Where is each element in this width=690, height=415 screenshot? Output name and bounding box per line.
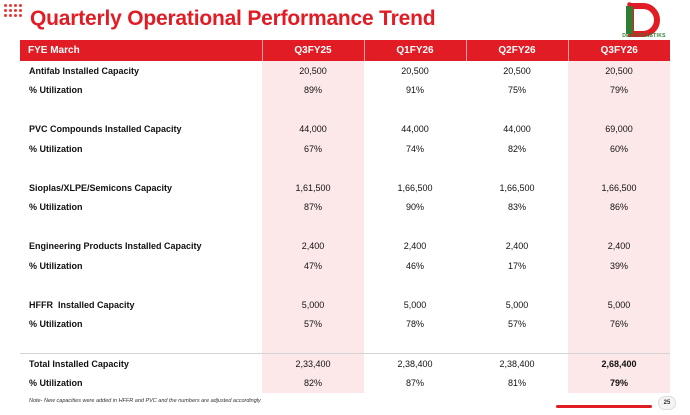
table-header-row: FYE March Q3FY25 Q1FY26 Q2FY26 Q3FY26 bbox=[20, 40, 670, 61]
cell: 74% bbox=[405, 143, 424, 154]
row-label: % Utilization bbox=[29, 319, 83, 330]
cell: 91% bbox=[405, 85, 424, 96]
cell: 60% bbox=[568, 139, 670, 159]
table-row: PVC Compounds Installed Capacity 44,000 … bbox=[20, 119, 670, 139]
cell: 44,000 bbox=[503, 124, 531, 135]
cell: 46% bbox=[405, 260, 424, 271]
spacer-row bbox=[20, 217, 670, 237]
spacer-row bbox=[20, 334, 670, 354]
row-label: Engineering Products Installed Capacity bbox=[29, 241, 202, 252]
cell: 2,400 bbox=[403, 241, 427, 252]
cell: 2,400 bbox=[568, 236, 670, 256]
cell: 20,500 bbox=[568, 61, 670, 81]
cell: 5,000 bbox=[262, 295, 364, 315]
cell: 2,400 bbox=[262, 236, 364, 256]
cell: 20,500 bbox=[401, 65, 429, 76]
cell: 2,33,400 bbox=[262, 353, 364, 373]
row-label: Total Installed Capacity bbox=[20, 353, 262, 373]
cell: 5,000 bbox=[568, 295, 670, 315]
cell: 81% bbox=[507, 377, 526, 388]
cell: 44,000 bbox=[262, 119, 364, 139]
cell: 76% bbox=[568, 314, 670, 334]
header-fye-march: FYE March bbox=[20, 40, 263, 61]
spacer-row bbox=[20, 100, 670, 120]
row-label: Antifab Installed Capacity bbox=[29, 65, 140, 76]
footer-accent-bar bbox=[556, 405, 652, 408]
cell: 69,000 bbox=[568, 119, 670, 139]
table-row: Sioplas/XLPE/Semicons Capacity 1,61,500 … bbox=[20, 178, 670, 198]
cell: 1,66,500 bbox=[499, 182, 535, 193]
capacity-table: FYE March Q3FY25 Q1FY26 Q2FY26 Q3FY26 An… bbox=[20, 40, 670, 393]
cell: 1,61,500 bbox=[262, 178, 364, 198]
cell: 78% bbox=[405, 319, 424, 330]
cell: 1,66,500 bbox=[397, 182, 433, 193]
row-label: % Utilization bbox=[29, 377, 83, 388]
cell: 90% bbox=[405, 202, 424, 213]
table-row: % Utilization 82% 87% 81% 79% bbox=[20, 373, 670, 393]
table-row: % Utilization 47% 46% 17% 39% bbox=[20, 256, 670, 276]
cell: 79% bbox=[568, 373, 670, 393]
cell: 79% bbox=[568, 80, 670, 100]
table-row: HFFR Installed Capacity 5,000 5,000 5,00… bbox=[20, 295, 670, 315]
cell: 2,400 bbox=[505, 241, 529, 252]
spacer-row bbox=[20, 158, 670, 178]
cell: 87% bbox=[405, 377, 424, 388]
header-q3fy25: Q3FY25 bbox=[262, 40, 365, 61]
cell: 20,500 bbox=[503, 65, 531, 76]
cell: 20,500 bbox=[262, 61, 364, 81]
cell: 2,38,400 bbox=[466, 353, 568, 373]
cell: 39% bbox=[568, 256, 670, 276]
table-row: Total Installed Capacity 2,33,400 2,38,4… bbox=[20, 353, 670, 373]
cell: 5,000 bbox=[403, 299, 427, 310]
cell: 44,000 bbox=[401, 124, 429, 135]
logo-text: DEEY PLASTIKS bbox=[622, 33, 666, 39]
cell: 82% bbox=[507, 143, 526, 154]
table-row: % Utilization 89% 91% 75% 79% bbox=[20, 80, 670, 100]
row-label: HFFR Installed Capacity bbox=[29, 299, 135, 310]
cell: 2,68,400 bbox=[568, 353, 670, 373]
cell: 47% bbox=[262, 256, 364, 276]
spacer-row bbox=[20, 275, 670, 295]
row-label: % Utilization bbox=[29, 143, 83, 154]
row-label: % Utilization bbox=[29, 85, 83, 96]
cell: 86% bbox=[568, 197, 670, 217]
header-q3fy26: Q3FY26 bbox=[568, 40, 670, 61]
table-row: Engineering Products Installed Capacity … bbox=[20, 236, 670, 256]
table-row: % Utilization 67% 74% 82% 60% bbox=[20, 139, 670, 159]
cell: 87% bbox=[262, 197, 364, 217]
row-label: Sioplas/XLPE/Semicons Capacity bbox=[29, 182, 173, 193]
slide-title: Quarterly Operational Performance Trend bbox=[30, 7, 436, 30]
row-label: % Utilization bbox=[29, 260, 83, 271]
cell: 1,66,500 bbox=[568, 178, 670, 198]
company-logo-icon bbox=[626, 2, 660, 37]
footnote: Note- New capacities were added in HFFR … bbox=[29, 398, 261, 404]
cell: 82% bbox=[262, 373, 364, 393]
page-number: 25 bbox=[658, 396, 676, 410]
cell: 83% bbox=[507, 202, 526, 213]
table-row: Antifab Installed Capacity 20,500 20,500… bbox=[20, 61, 670, 81]
cell: 67% bbox=[262, 139, 364, 159]
table-row: % Utilization 57% 78% 57% 76% bbox=[20, 314, 670, 334]
header-q2fy26: Q2FY26 bbox=[466, 40, 569, 61]
header-q1fy26: Q1FY26 bbox=[364, 40, 467, 61]
table-row: % Utilization 87% 90% 83% 86% bbox=[20, 197, 670, 217]
cell: 2,38,400 bbox=[364, 353, 466, 373]
cell: 89% bbox=[262, 80, 364, 100]
row-label: % Utilization bbox=[29, 202, 83, 213]
cell: 75% bbox=[507, 85, 526, 96]
cell: 57% bbox=[507, 319, 526, 330]
cell: 57% bbox=[262, 314, 364, 334]
cell: 17% bbox=[507, 260, 526, 271]
cell: 5,000 bbox=[505, 299, 529, 310]
row-label: PVC Compounds Installed Capacity bbox=[29, 124, 182, 135]
